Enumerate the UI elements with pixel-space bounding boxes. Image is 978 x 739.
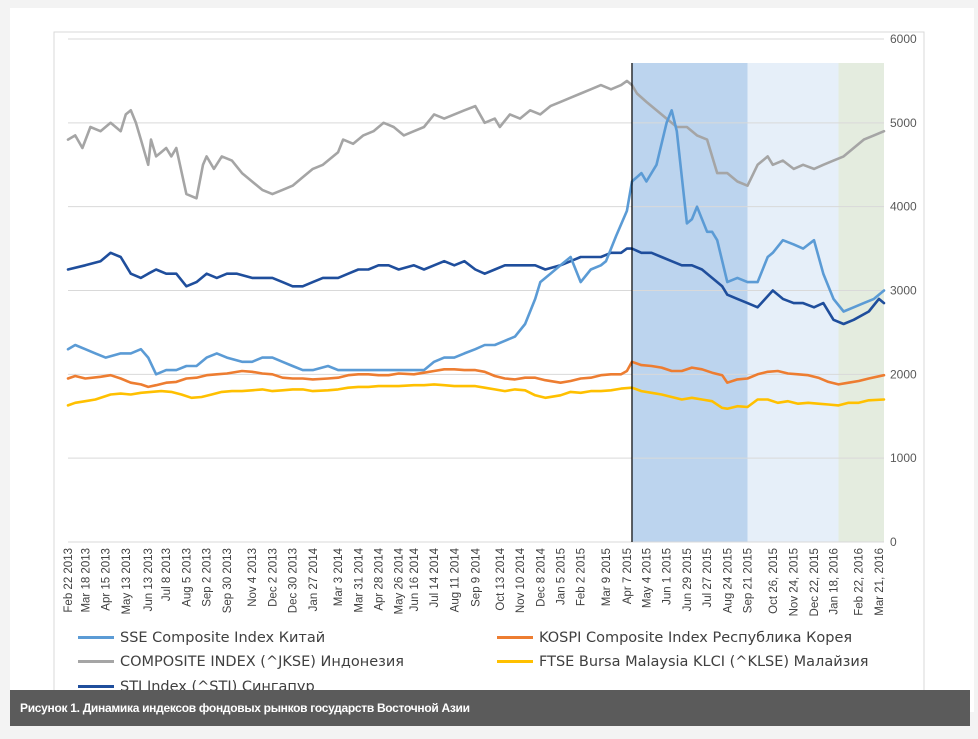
x-tick-label: Sep 9 2014 xyxy=(470,547,482,606)
x-tick-label: Nov 10 2014 xyxy=(515,547,527,613)
x-tick-label: Apr 7 2015 xyxy=(622,548,634,604)
legend-label-jkse: COMPOSITE INDEX (^JKSE) Индонезия xyxy=(120,654,405,670)
legend-swatch-klse xyxy=(497,659,533,663)
legend-item-jkse: COMPOSITE INDEX (^JKSE) Индонезия xyxy=(78,654,404,670)
x-tick-label: Mar 9 2015 xyxy=(601,548,613,606)
legend-item-kospi: KOSPI Composite Index Республика Корея xyxy=(497,630,852,646)
line-chart: 0 1000 2000 3000 4000 5000 6000 Feb 22 2013 Mar… xyxy=(53,31,925,699)
x-tick-label: Jan 5 2015 xyxy=(556,548,568,605)
x-tick-label: Aug 11 2014 xyxy=(449,547,461,612)
x-tick-label: Feb 2 2015 xyxy=(576,548,588,606)
y-tick-label: 0 xyxy=(890,535,897,549)
x-tick-label: Dec 22, 2015 xyxy=(809,548,821,616)
y-tick-label: 1000 xyxy=(890,451,917,465)
gridlines xyxy=(68,38,884,543)
series-line-4 xyxy=(66,383,886,411)
x-tick-label: Mar 31 2014 xyxy=(353,547,365,612)
legend-swatch-kospi xyxy=(497,635,533,639)
x-tick-label: Sep 30 2013 xyxy=(222,548,234,613)
figure-frame: 0 1000 2000 3000 4000 5000 6000 Feb 22 2013 Mar… xyxy=(10,8,974,712)
highlight-regions xyxy=(631,63,884,542)
y-axis-tick-labels: 0 1000 2000 3000 4000 5000 6000 xyxy=(890,32,917,549)
legend-label-kospi: KOSPI Composite Index Республика Корея xyxy=(539,630,853,646)
x-tick-label: Nov 24, 2015 xyxy=(789,548,801,616)
x-tick-label: Jan 27 2014 xyxy=(308,547,320,611)
x-tick-label: Dec 2 2013 xyxy=(267,548,279,607)
series-line-3 xyxy=(66,360,886,389)
x-tick-label: Jul 8 2013 xyxy=(161,548,173,601)
x-tick-label: Feb 22, 2016 xyxy=(854,548,866,616)
x-tick-label: Jan 18, 2016 xyxy=(829,548,841,615)
x-tick-label: Nov 4 2013 xyxy=(247,548,259,607)
y-tick-label: 6000 xyxy=(890,32,917,46)
x-tick-label: Jun 16 2014 xyxy=(409,547,421,611)
x-tick-label: Oct 13 2014 xyxy=(495,547,507,610)
highlight-region-0 xyxy=(631,63,748,542)
series-lines xyxy=(66,79,886,411)
x-tick-label: Dec 30 2013 xyxy=(288,548,300,613)
x-tick-label: Oct 26, 2015 xyxy=(768,548,780,614)
x-tick-label: Feb 22 2013 xyxy=(63,548,75,613)
series-line-1 xyxy=(66,247,886,326)
legend-label-klse: FTSE Bursa Malaysia KLCI (^KLSE) Малайзи… xyxy=(539,654,869,670)
legend-item-sse: SSE Composite Index Китай xyxy=(78,630,325,646)
legend-swatch-sti xyxy=(78,684,114,688)
series-line-2 xyxy=(66,109,886,376)
x-tick-label: Mar 21, 2016 xyxy=(874,548,886,616)
x-axis-tick-labels: Feb 22 2013 Mar 18 2013 Apr 15 2013 May 13 … xyxy=(63,547,886,616)
x-tick-label: Apr 15 2013 xyxy=(101,548,113,611)
figure-caption: Рисунок 1. Динамика индексов фондовых ры… xyxy=(10,690,970,726)
x-tick-label: Mar 18 2013 xyxy=(80,548,92,613)
x-tick-label: Sep 21 2015 xyxy=(743,548,755,613)
x-tick-label: Jun 1 2015 xyxy=(662,548,674,605)
legend-swatch-sse xyxy=(78,635,114,639)
x-tick-label: Sep 2 2013 xyxy=(202,548,214,607)
y-tick-label: 4000 xyxy=(890,200,917,214)
x-tick-label: Jul 27 2015 xyxy=(702,548,714,607)
x-tick-label: May 26 2014 xyxy=(394,547,406,614)
series-line-0 xyxy=(66,79,886,200)
y-tick-label: 5000 xyxy=(890,116,917,130)
x-tick-label: Jul 14 2014 xyxy=(429,547,441,607)
x-tick-label: Aug 24 2015 xyxy=(722,548,734,613)
x-tick-label: Dec 8 2014 xyxy=(535,547,547,606)
x-tick-label: Mar 3 2014 xyxy=(333,547,345,606)
x-tick-label: Jun 13 2013 xyxy=(143,548,155,611)
legend-item-klse: FTSE Bursa Malaysia KLCI (^KLSE) Малайзи… xyxy=(497,654,869,670)
y-tick-label: 2000 xyxy=(890,367,917,381)
legend-label-sse: SSE Composite Index Китай xyxy=(120,630,326,646)
legend-swatch-jkse xyxy=(78,659,114,663)
x-tick-label: Jun 29 2015 xyxy=(682,548,694,611)
y-tick-label: 3000 xyxy=(890,284,917,298)
x-tick-label: May 4 2015 xyxy=(641,548,653,608)
x-tick-label: May 13 2013 xyxy=(121,548,133,615)
x-tick-label: Aug 5 2013 xyxy=(181,548,193,607)
x-tick-label: Apr 28 2014 xyxy=(374,547,386,610)
